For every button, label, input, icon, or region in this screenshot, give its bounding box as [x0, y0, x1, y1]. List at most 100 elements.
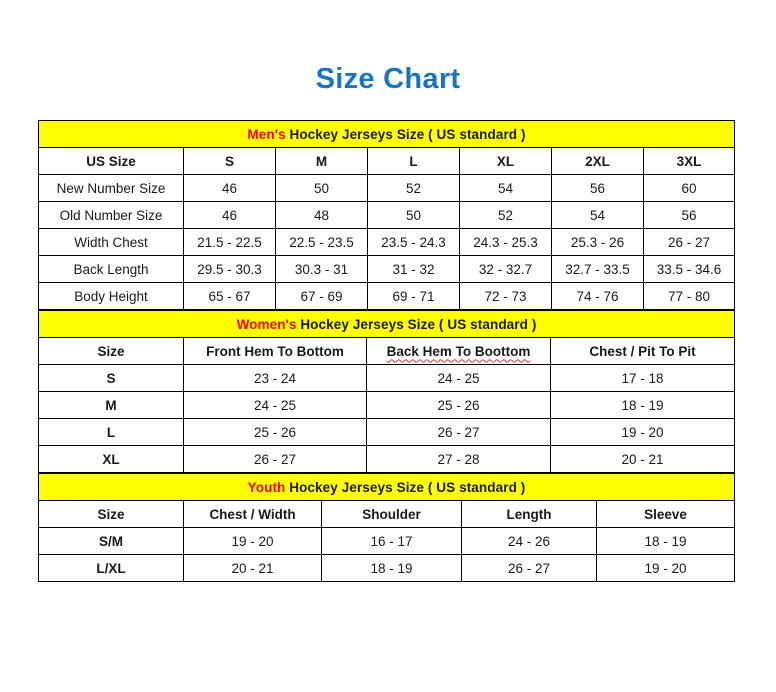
- table-row: Old Number Size 46 48 50 52 54 56: [38, 201, 736, 229]
- table-cell: 18 - 19: [595, 527, 736, 555]
- table-cell: 56: [642, 201, 736, 229]
- table-cell: 21.5 - 22.5: [183, 228, 276, 256]
- table-row: Back Length 29.5 - 30.3 30.3 - 31 31 - 3…: [38, 255, 736, 283]
- mens-header-row: US Size S M L XL 2XL 3XL: [38, 147, 736, 175]
- table-cell: 32.7 - 33.5: [551, 255, 644, 283]
- table-cell: 18 - 19: [549, 391, 736, 419]
- table-cell: 27 - 28: [366, 445, 551, 473]
- table-cell: 67 - 69: [275, 282, 368, 310]
- table-cell: 65 - 67: [183, 282, 276, 310]
- table-cell: 19 - 20: [549, 418, 736, 446]
- row-header: S: [38, 364, 184, 392]
- mens-col-header: 2XL: [551, 147, 644, 175]
- table-cell: 69 - 71: [367, 282, 460, 310]
- table-cell: 46: [183, 201, 276, 229]
- youth-band-rest: Hockey Jerseys Size ( US standard ): [285, 479, 526, 495]
- table-cell: 72 - 73: [459, 282, 552, 310]
- table-cell: 16 - 17: [321, 527, 462, 555]
- table-cell: 24.3 - 25.3: [459, 228, 552, 256]
- table-row: M 24 - 25 25 - 26 18 - 19: [38, 391, 736, 419]
- table-cell: 25.3 - 26: [551, 228, 644, 256]
- womens-col-header-typo: Back Hem To Boottom: [386, 343, 531, 359]
- youth-header-row: Size Chest / Width Shoulder Length Sleev…: [38, 500, 736, 528]
- table-cell: 60: [642, 174, 736, 202]
- youth-col-header: Shoulder: [321, 500, 462, 528]
- row-header: Old Number Size: [38, 201, 184, 229]
- youth-col-header: Chest / Width: [183, 500, 322, 528]
- table-cell: 32 - 32.7: [459, 255, 552, 283]
- table-cell: 26 - 27: [642, 228, 736, 256]
- table-cell: 74 - 76: [551, 282, 644, 310]
- table-row: New Number Size 46 50 52 54 56 60: [38, 174, 736, 202]
- table-cell: 30.3 - 31: [275, 255, 368, 283]
- table-cell: 18 - 19: [321, 554, 462, 582]
- table-row: Body Height 65 - 67 67 - 69 69 - 71 72 -…: [38, 282, 736, 310]
- size-chart-tables: Men's Hockey Jerseys Size ( US standard …: [37, 120, 736, 582]
- youth-col-header: Length: [461, 500, 597, 528]
- table-cell: 23.5 - 24.3: [367, 228, 460, 256]
- table-row: L 25 - 26 26 - 27 19 - 20: [38, 418, 736, 446]
- youth-section-band-row: Youth Hockey Jerseys Size ( US standard …: [37, 473, 736, 501]
- table-cell: 25 - 26: [366, 391, 551, 419]
- row-header: Body Height: [38, 282, 184, 310]
- table-row: L/XL 20 - 21 18 - 19 26 - 27 19 - 20: [38, 554, 736, 582]
- row-header: Width Chest: [38, 228, 184, 256]
- table-cell: 25 - 26: [183, 418, 367, 446]
- mens-col-header: M: [275, 147, 368, 175]
- womens-col-header: Front Hem To Bottom: [183, 337, 367, 365]
- mens-section-band: Men's Hockey Jerseys Size ( US standard …: [37, 120, 736, 148]
- mens-col-header: 3XL: [642, 147, 736, 175]
- mens-col-header: S: [183, 147, 276, 175]
- mens-band-accent: Men's: [247, 126, 286, 142]
- youth-col-header: Sleeve: [595, 500, 736, 528]
- womens-band-accent: Women's: [236, 316, 297, 332]
- page-title: Size Chart: [315, 63, 461, 95]
- table-cell: 50: [275, 174, 368, 202]
- womens-col-header: Chest / Pit To Pit: [549, 337, 736, 365]
- womens-col-header: Back Hem To Boottom: [366, 337, 551, 365]
- mens-col-header: L: [367, 147, 460, 175]
- table-row: S/M 19 - 20 16 - 17 24 - 26 18 - 19: [38, 527, 736, 555]
- table-row: S 23 - 24 24 - 25 17 - 18: [38, 364, 736, 392]
- table-cell: 22.5 - 23.5: [275, 228, 368, 256]
- table-cell: 24 - 25: [183, 391, 367, 419]
- row-header: Back Length: [38, 255, 184, 283]
- table-cell: 33.5 - 34.6: [642, 255, 736, 283]
- table-cell: 19 - 20: [183, 527, 322, 555]
- youth-section-band: Youth Hockey Jerseys Size ( US standard …: [37, 473, 736, 501]
- youth-col-header: Size: [38, 500, 184, 528]
- table-cell: 24 - 26: [461, 527, 597, 555]
- table-cell: 29.5 - 30.3: [183, 255, 276, 283]
- table-cell: 26 - 27: [461, 554, 597, 582]
- table-cell: 52: [367, 174, 460, 202]
- table-row: Width Chest 21.5 - 22.5 22.5 - 23.5 23.5…: [38, 228, 736, 256]
- table-cell: 17 - 18: [549, 364, 736, 392]
- womens-section-band: Women's Hockey Jerseys Size ( US standar…: [37, 310, 736, 338]
- table-cell: 19 - 20: [595, 554, 736, 582]
- row-header: XL: [38, 445, 184, 473]
- row-header: L/XL: [38, 554, 184, 582]
- row-header: L: [38, 418, 184, 446]
- table-cell: 48: [275, 201, 368, 229]
- womens-band-rest: Hockey Jerseys Size ( US standard ): [296, 316, 537, 332]
- table-cell: 46: [183, 174, 276, 202]
- table-cell: 52: [459, 201, 552, 229]
- table-cell: 31 - 32: [367, 255, 460, 283]
- table-cell: 26 - 27: [366, 418, 551, 446]
- table-cell: 54: [551, 201, 644, 229]
- table-cell: 26 - 27: [183, 445, 367, 473]
- youth-size-table: Youth Hockey Jerseys Size ( US standard …: [37, 473, 736, 582]
- womens-col-header: Size: [38, 337, 184, 365]
- row-header: S/M: [38, 527, 184, 555]
- womens-section-band-row: Women's Hockey Jerseys Size ( US standar…: [37, 310, 736, 338]
- table-cell: 24 - 25: [366, 364, 551, 392]
- row-header: M: [38, 391, 184, 419]
- mens-section-band-row: Men's Hockey Jerseys Size ( US standard …: [37, 120, 736, 148]
- table-cell: 77 - 80: [642, 282, 736, 310]
- row-header: New Number Size: [38, 174, 184, 202]
- table-cell: 20 - 21: [183, 554, 322, 582]
- womens-header-row: Size Front Hem To Bottom Back Hem To Boo…: [38, 337, 736, 365]
- mens-band-rest: Hockey Jerseys Size ( US standard ): [285, 126, 526, 142]
- mens-size-table: Men's Hockey Jerseys Size ( US standard …: [37, 120, 736, 310]
